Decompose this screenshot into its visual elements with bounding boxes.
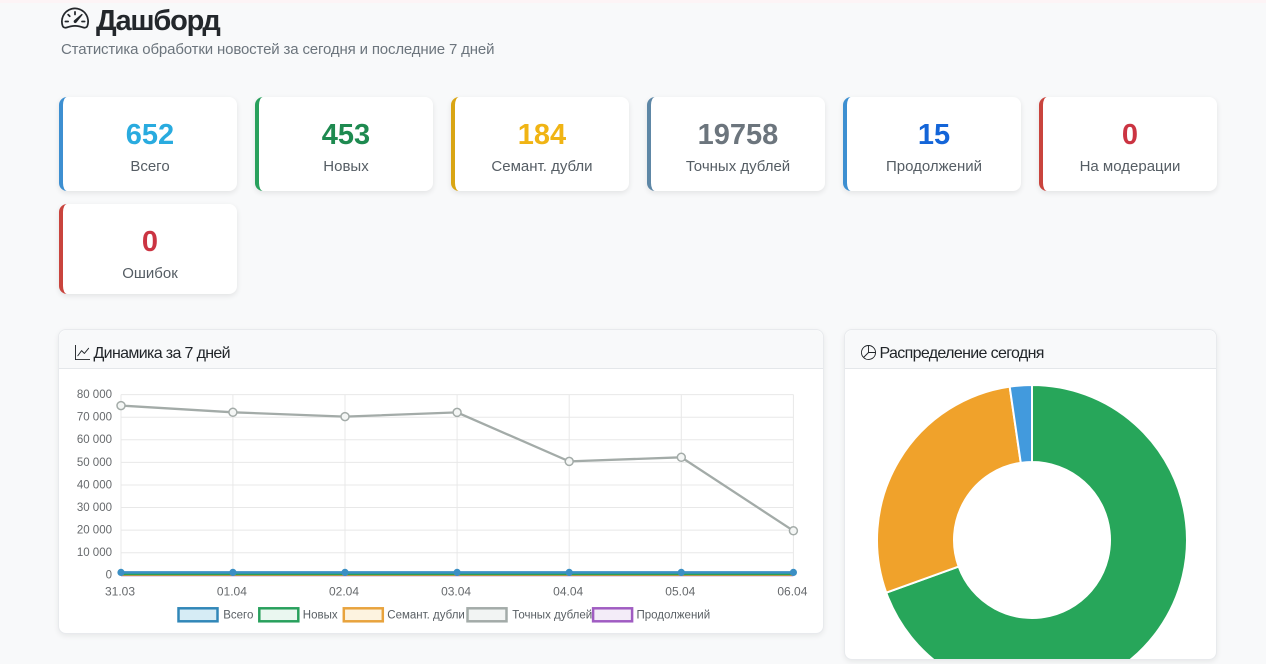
svg-text:05.04: 05.04 — [665, 585, 695, 599]
svg-text:Всего: Всего — [223, 609, 253, 621]
svg-text:Новых: Новых — [303, 609, 338, 621]
svg-text:70 000: 70 000 — [77, 412, 112, 424]
svg-text:40 000: 40 000 — [77, 479, 112, 491]
svg-text:31.03: 31.03 — [105, 585, 135, 599]
svg-text:06.04: 06.04 — [777, 585, 807, 599]
svg-text:Семант. дубли: Семант. дубли — [387, 609, 465, 621]
svg-text:Точных дублей: Точных дублей — [512, 609, 592, 621]
svg-text:0: 0 — [106, 570, 112, 582]
svg-text:30 000: 30 000 — [77, 502, 112, 514]
svg-text:20 000: 20 000 — [77, 525, 112, 537]
svg-text:50 000: 50 000 — [77, 457, 112, 469]
svg-text:04.04: 04.04 — [553, 585, 583, 599]
svg-text:Продолжений: Продолжений — [637, 609, 711, 621]
svg-text:03.04: 03.04 — [441, 585, 471, 599]
svg-text:60 000: 60 000 — [77, 434, 112, 446]
svg-text:80 000: 80 000 — [77, 389, 112, 401]
svg-text:01.04: 01.04 — [217, 585, 247, 599]
svg-text:02.04: 02.04 — [329, 585, 359, 599]
svg-text:10 000: 10 000 — [77, 547, 112, 559]
